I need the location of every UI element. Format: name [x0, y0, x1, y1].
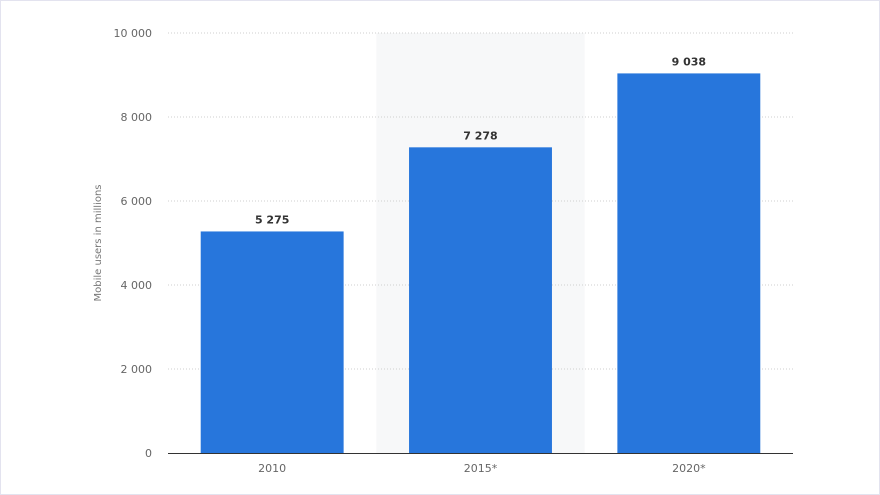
data-label: 5 275 — [255, 213, 289, 226]
bar[interactable] — [617, 73, 761, 454]
y-tick-label: 6 000 — [121, 195, 153, 208]
y-tick-label: 2 000 — [121, 363, 153, 376]
data-label: 9 038 — [672, 55, 706, 68]
y-tick-label: 4 000 — [121, 279, 153, 292]
x-tick-label: 2015* — [464, 462, 498, 475]
y-tick-label: 8 000 — [121, 111, 153, 124]
x-tick-label: 2010 — [258, 462, 286, 475]
y-tick-label: 10 000 — [114, 27, 153, 40]
data-label: 7 278 — [463, 129, 497, 142]
bar[interactable] — [409, 147, 552, 453]
x-tick-label: 2020* — [672, 462, 706, 475]
y-tick-label: 0 — [145, 447, 152, 460]
bar[interactable] — [200, 231, 344, 453]
y-axis-title: Mobile users in millions — [93, 185, 104, 302]
